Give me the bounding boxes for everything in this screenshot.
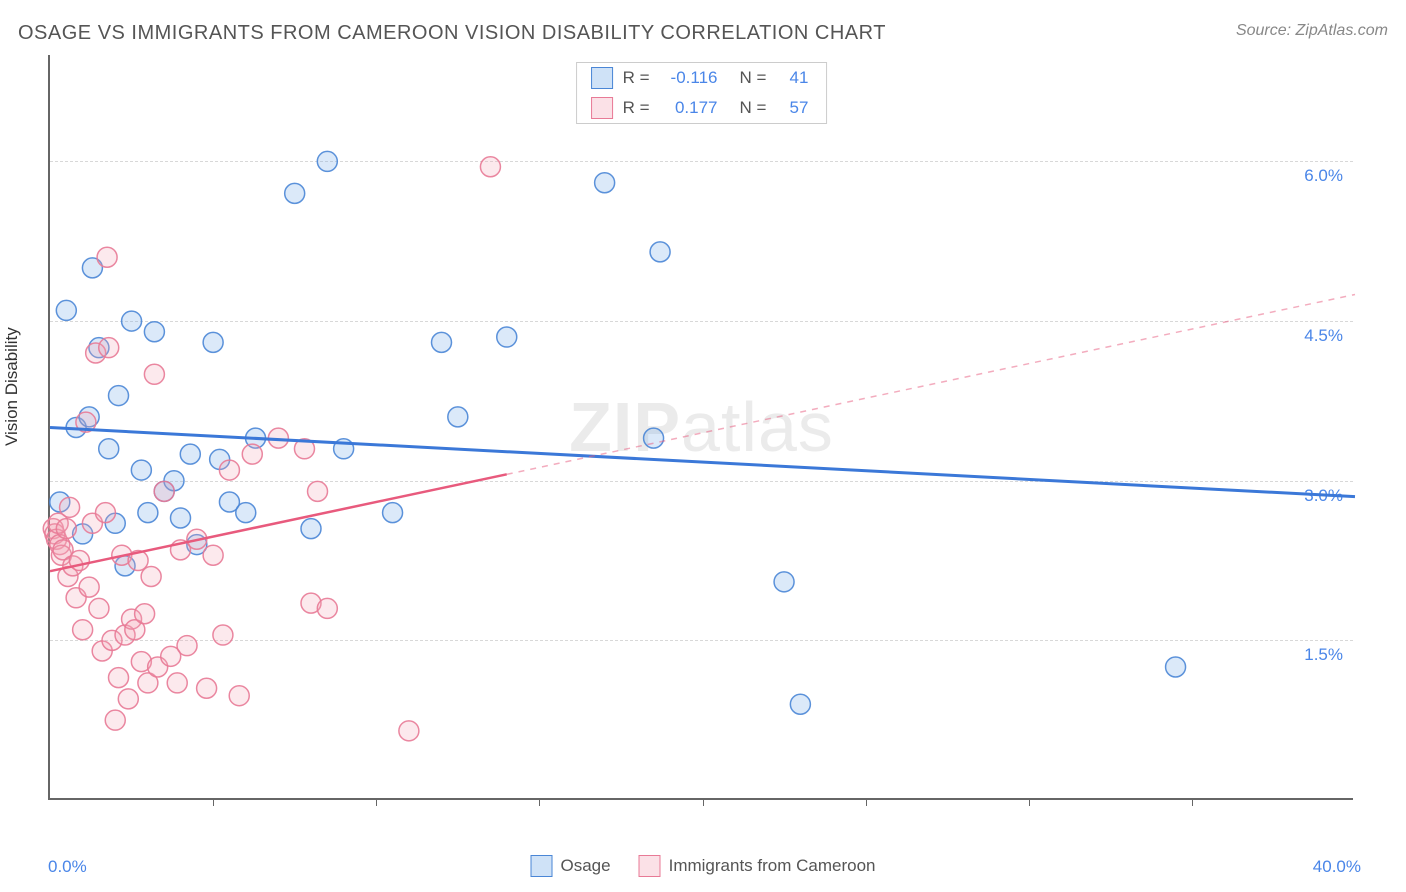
scatter-point	[131, 460, 151, 480]
legend-series-label: Immigrants from Cameroon	[669, 856, 876, 876]
x-tick	[213, 798, 214, 806]
scatter-point	[73, 620, 93, 640]
x-tick	[539, 798, 540, 806]
scatter-point	[383, 503, 403, 523]
legend-correlation-row: R = -0.116 N = 41	[577, 63, 827, 93]
scatter-point	[99, 439, 119, 459]
scatter-point	[99, 338, 119, 358]
x-axis-max-label: 40.0%	[1313, 857, 1361, 877]
x-tick	[376, 798, 377, 806]
scatter-point	[229, 686, 249, 706]
legend-n-value: 41	[780, 68, 808, 88]
legend-series-label: Osage	[561, 856, 611, 876]
scatter-point	[167, 673, 187, 693]
scatter-point	[141, 567, 161, 587]
scatter-point	[79, 577, 99, 597]
legend-r-label: R =	[623, 68, 650, 88]
x-tick	[1029, 798, 1030, 806]
x-tick	[1192, 798, 1193, 806]
scatter-point	[144, 322, 164, 342]
scatter-point	[650, 242, 670, 262]
chart-container: OSAGE VS IMMIGRANTS FROM CAMEROON VISION…	[0, 0, 1406, 892]
scatter-point	[595, 173, 615, 193]
scatter-point	[171, 508, 191, 528]
x-axis-min-label: 0.0%	[48, 857, 87, 877]
scatter-point	[242, 444, 262, 464]
source-name: ZipAtlas.com	[1296, 22, 1388, 39]
scatter-point	[203, 545, 223, 565]
legend-correlation-box: R = -0.116 N = 41 R = 0.177 N = 57	[576, 62, 828, 124]
scatter-point	[60, 497, 80, 517]
scatter-point	[56, 519, 76, 539]
scatter-point	[180, 444, 200, 464]
y-axis-title: Vision Disability	[2, 327, 22, 446]
x-tick	[866, 798, 867, 806]
legend-n-value: 57	[780, 98, 808, 118]
scatter-point	[432, 332, 452, 352]
scatter-point	[285, 183, 305, 203]
scatter-point	[138, 503, 158, 523]
plot-area: ZIPatlas 1.5%3.0%4.5%6.0% R =-0.116N =41…	[48, 55, 1353, 800]
x-tick	[703, 798, 704, 806]
scatter-point	[197, 678, 217, 698]
legend-n-label: N =	[740, 98, 767, 118]
trend-line-extrapolated	[507, 294, 1355, 474]
scatter-point	[236, 503, 256, 523]
scatter-point	[95, 503, 115, 523]
plot-svg	[50, 55, 1353, 798]
scatter-point	[790, 694, 810, 714]
legend-series-item: Osage	[531, 855, 611, 877]
legend-n-label: N =	[740, 68, 767, 88]
source-prefix: Source:	[1236, 22, 1296, 39]
scatter-point	[154, 481, 174, 501]
scatter-point	[317, 598, 337, 618]
scatter-point	[497, 327, 517, 347]
scatter-point	[219, 460, 239, 480]
legend-swatch	[591, 97, 613, 119]
scatter-point	[399, 721, 419, 741]
scatter-point	[1166, 657, 1186, 677]
scatter-point	[203, 332, 223, 352]
scatter-point	[135, 604, 155, 624]
scatter-point	[308, 481, 328, 501]
scatter-point	[144, 364, 164, 384]
scatter-point	[109, 386, 129, 406]
scatter-point	[213, 625, 233, 645]
scatter-point	[122, 311, 142, 331]
chart-title: OSAGE VS IMMIGRANTS FROM CAMEROON VISION…	[18, 22, 886, 45]
scatter-point	[56, 300, 76, 320]
legend-r-label: R =	[623, 98, 650, 118]
legend-series-item: Immigrants from Cameroon	[639, 855, 876, 877]
scatter-point	[118, 689, 138, 709]
scatter-point	[109, 668, 129, 688]
scatter-point	[480, 157, 500, 177]
legend-r-value: -0.116	[664, 68, 718, 88]
scatter-point	[448, 407, 468, 427]
scatter-point	[89, 598, 109, 618]
legend-swatch	[639, 855, 661, 877]
scatter-point	[97, 247, 117, 267]
scatter-point	[644, 428, 664, 448]
source-attribution: Source: ZipAtlas.com	[1236, 22, 1388, 40]
legend-swatch	[531, 855, 553, 877]
legend-series: Osage Immigrants from Cameroon	[531, 855, 876, 877]
scatter-point	[301, 519, 321, 539]
legend-correlation-row: R = 0.177 N = 57	[577, 93, 827, 123]
scatter-point	[317, 151, 337, 171]
legend-r-value: 0.177	[664, 98, 718, 118]
scatter-point	[105, 710, 125, 730]
scatter-point	[177, 636, 197, 656]
legend-swatch	[591, 67, 613, 89]
scatter-point	[774, 572, 794, 592]
